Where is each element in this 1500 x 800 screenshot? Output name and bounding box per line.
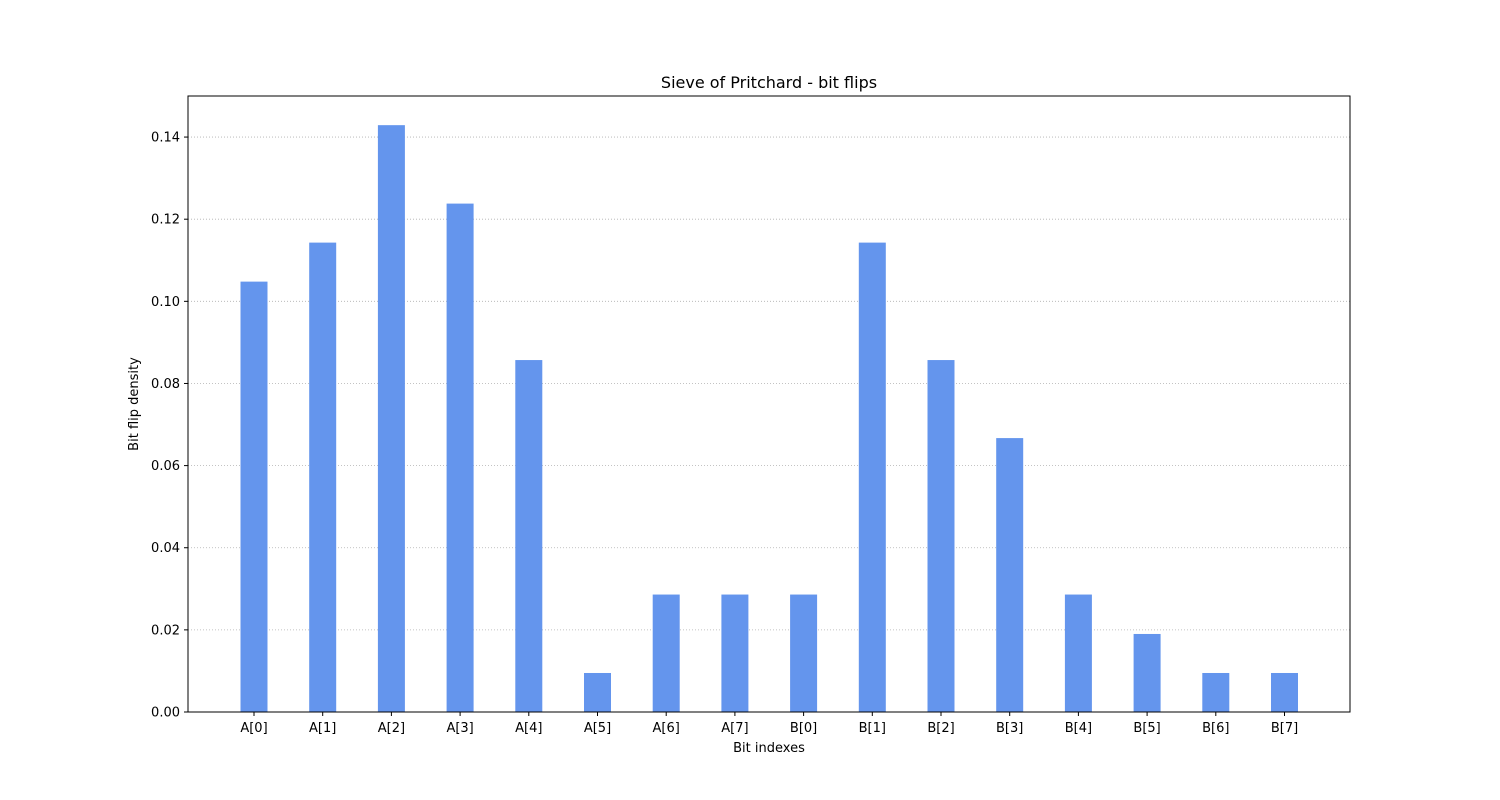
x-tick-label: B[4] <box>1065 721 1092 736</box>
bar-b4 <box>1064 594 1092 712</box>
bars <box>240 125 1298 712</box>
x-tick-label: A[7] <box>721 721 748 736</box>
x-tick-label: B[2] <box>927 721 954 736</box>
x-tick-label: B[0] <box>790 721 817 736</box>
bar-b1 <box>858 242 886 712</box>
x-tick-label: A[2] <box>378 721 405 736</box>
y-tick-label: 0.08 <box>151 377 180 392</box>
bar-a2 <box>377 125 405 712</box>
y-tick-label: 0.02 <box>151 623 180 638</box>
y-axis-label: Bit flip density <box>127 357 142 451</box>
bar-b5 <box>1133 633 1161 712</box>
bar-b7 <box>1271 672 1298 712</box>
x-tick-label: A[1] <box>309 721 336 736</box>
bar-b2 <box>927 360 955 712</box>
chart-title: Sieve of Pritchard - bit flips <box>661 73 877 92</box>
gridlines <box>188 136 1350 631</box>
y-axis-ticks: 0.00 0.02 0.04 0.06 0.08 0.10 0.12 0.14 <box>151 131 188 721</box>
y-tick-label: 0.06 <box>151 459 180 474</box>
bar-a5 <box>584 672 611 712</box>
bar-b6 <box>1202 672 1230 712</box>
x-tick-label: B[1] <box>859 721 886 736</box>
x-tick-label: B[3] <box>996 721 1023 736</box>
bar-a6 <box>652 594 680 712</box>
x-tick-label: A[5] <box>584 721 611 736</box>
bar-a1 <box>309 242 337 712</box>
x-tick-label: B[5] <box>1133 721 1160 736</box>
x-tick-label: A[4] <box>515 721 542 736</box>
y-tick-label: 0.14 <box>151 131 180 146</box>
bar-a7 <box>721 594 749 712</box>
bar-a3 <box>446 203 474 712</box>
y-tick-label: 0.12 <box>151 213 180 228</box>
x-tick-label: B[6] <box>1202 721 1229 736</box>
x-tick-label: A[0] <box>240 721 267 736</box>
y-tick-label: 0.04 <box>151 541 180 556</box>
bar-b3 <box>996 438 1024 712</box>
x-tick-label: A[6] <box>653 721 680 736</box>
plot-frame <box>187 95 1351 713</box>
bar-b0 <box>790 594 818 712</box>
y-tick-label: 0.00 <box>151 706 180 721</box>
x-tick-label: B[7] <box>1271 721 1298 736</box>
x-tick-label: A[3] <box>446 721 473 736</box>
bar-a0 <box>240 281 268 712</box>
y-tick-label: 0.10 <box>151 295 180 310</box>
x-axis-label: Bit indexes <box>733 741 805 756</box>
x-axis-ticks: A[0] A[1] A[2] A[3] A[4] A[5] A[6] A[7] B[0] B[1]… <box>240 712 1298 736</box>
bar-a4 <box>515 360 543 712</box>
